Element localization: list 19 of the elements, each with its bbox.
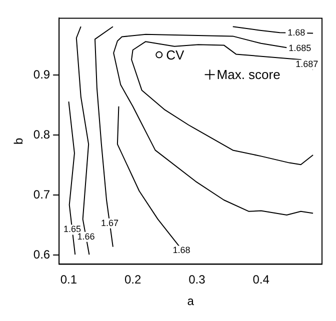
x-tick-label: 0.1 — [60, 272, 78, 287]
y-tick-label: 0.8 — [33, 128, 50, 142]
x-tick-label: 0.3 — [188, 272, 206, 287]
series-label: Max. score — [216, 67, 280, 82]
series-label: 1.67 — [100, 218, 119, 228]
series-label: 1.685 — [288, 42, 312, 53]
x-tick-label: 0.4 — [252, 272, 270, 287]
y-tick-label: 0.9 — [33, 68, 50, 82]
y-axis-title: b — [12, 138, 26, 145]
x-tick-label: 0.2 — [124, 272, 142, 287]
y-tick-label: 0.6 — [33, 248, 50, 262]
y-tick-label: 0.7 — [33, 188, 50, 202]
series-label: 1.687 — [296, 59, 318, 70]
x-axis-title: a — [187, 294, 194, 308]
series-label: 1.68 — [172, 245, 190, 256]
series-label: CV — [166, 47, 185, 62]
series-label: 1.66 — [77, 231, 95, 242]
text: 1.68 — [288, 27, 306, 38]
series-label: 1.65 — [63, 224, 81, 234]
